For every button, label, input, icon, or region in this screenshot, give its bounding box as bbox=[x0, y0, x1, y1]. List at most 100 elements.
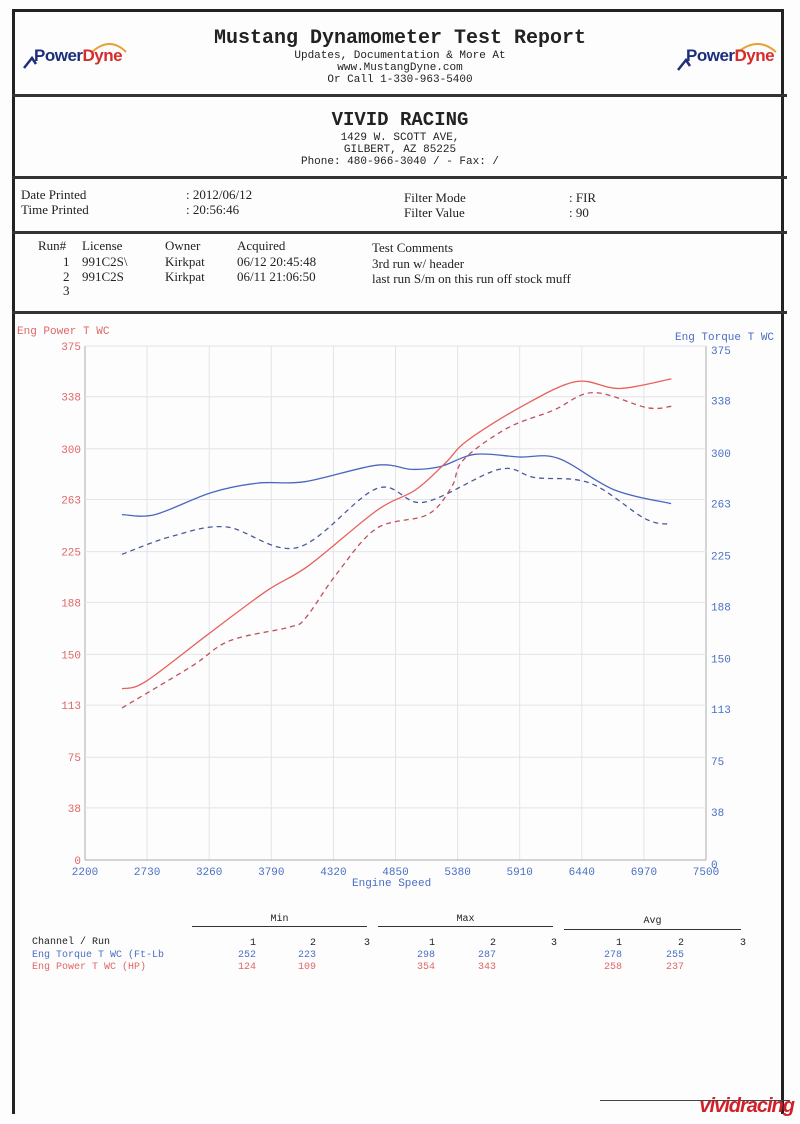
filter-value-value: : 90 bbox=[569, 205, 589, 220]
shop-phone: Phone: 480-966-3040 / - Fax: / bbox=[300, 156, 500, 168]
report-title: Mustang Dynamometer Test Report bbox=[213, 27, 587, 50]
powerdyne-logo-right: PowerDyne bbox=[676, 38, 786, 78]
run-owner: Kirkpat bbox=[165, 269, 205, 284]
run-number: 3 bbox=[63, 283, 70, 298]
run-comment: last run S/m on this run off stock muff bbox=[372, 271, 571, 286]
stat-value-avg: 278 bbox=[603, 950, 622, 961]
logo-text: PowerDyne bbox=[686, 46, 775, 65]
y-left-tick-label: 225 bbox=[61, 548, 81, 560]
y-right-tick-label: 338 bbox=[711, 397, 731, 409]
y-left-tick-label: 263 bbox=[61, 496, 81, 508]
vividracing-logo: vividracing bbox=[699, 1095, 795, 1117]
run-column-header: 1 bbox=[428, 938, 435, 949]
powerdyne-logo-left: PowerDyne bbox=[22, 38, 132, 78]
col-header-run: Run# bbox=[38, 238, 67, 253]
run-column-header: 2 bbox=[489, 938, 496, 949]
run-column-header: 2 bbox=[677, 938, 684, 949]
stat-value-max: 298 bbox=[416, 950, 435, 961]
report-frame bbox=[12, 9, 784, 1114]
col-header-owner: Owner bbox=[165, 238, 201, 253]
stat-value-avg: 237 bbox=[665, 962, 684, 973]
dyno-chart: 2200 2730 3260 3790 4320 4850 5380 5910 6440 6970… bbox=[61, 342, 731, 879]
y-right-tick-label: 375 bbox=[711, 346, 731, 358]
run-acquired: 06/11 21:06:50 bbox=[237, 269, 316, 284]
y-left-tick-label: 300 bbox=[61, 445, 81, 457]
y-left-tick-label: 75 bbox=[68, 753, 81, 765]
date-printed-value: : 2012/06/12 bbox=[186, 187, 253, 202]
divider bbox=[12, 311, 787, 314]
run-column-header: 1 bbox=[615, 938, 622, 949]
footer-rule bbox=[600, 1100, 790, 1101]
stat-value-avg: 258 bbox=[603, 962, 622, 973]
stats-group-avg: Avg bbox=[643, 916, 662, 927]
shop-address-2: GILBERT, AZ 85225 bbox=[343, 144, 457, 156]
stat-value-max: 343 bbox=[477, 962, 496, 973]
series-line-power-run2 bbox=[121, 391, 672, 709]
y-left-tick-label: 375 bbox=[61, 342, 81, 354]
filter-mode-value: : FIR bbox=[569, 190, 597, 205]
y-right-tick-label: 150 bbox=[711, 654, 731, 666]
series-line-torque-run2 bbox=[121, 467, 672, 555]
x-tick-label: 6970 bbox=[631, 867, 657, 879]
run-license: 991C2S\ bbox=[82, 254, 128, 269]
run-comment: 3rd run w/ header bbox=[372, 256, 465, 271]
header-line-1: Updates, Documentation & More At bbox=[294, 50, 506, 62]
date-printed-label: Date Printed bbox=[21, 187, 87, 202]
stat-value-min: 252 bbox=[237, 950, 256, 961]
x-tick-label: 5910 bbox=[506, 867, 532, 879]
run-column-header: 3 bbox=[363, 938, 370, 949]
channel-run-header: Channel / Run bbox=[32, 937, 111, 948]
y-right-tick-label: 300 bbox=[711, 449, 731, 461]
stats-group-max: Max bbox=[456, 914, 475, 925]
channel-power: Eng Power T WC (HP) bbox=[32, 962, 147, 973]
run-acquired: 06/12 20:45:48 bbox=[237, 254, 317, 269]
divider bbox=[12, 94, 787, 97]
x-axis-title: Engine Speed bbox=[352, 878, 432, 890]
y-left-tick-label: 150 bbox=[61, 650, 81, 662]
stats-group-min: Min bbox=[270, 914, 289, 925]
stat-value-max: 287 bbox=[477, 950, 496, 961]
x-tick-label: 7500 bbox=[693, 867, 719, 879]
y-right-tick-label: 38 bbox=[711, 808, 724, 820]
x-tick-label: 4320 bbox=[320, 867, 346, 879]
y-right-tick-label: 75 bbox=[711, 757, 724, 769]
y-left-tick-label: 0 bbox=[74, 856, 81, 868]
shop-address-1: 1429 W. SCOTT AVE, bbox=[340, 132, 460, 144]
divider bbox=[12, 231, 787, 234]
right-axis-title: Eng Torque T WC bbox=[675, 332, 775, 344]
series-line-power-run1 bbox=[121, 378, 672, 690]
time-printed-label: Time Printed bbox=[21, 202, 89, 217]
stat-value-min: 124 bbox=[237, 962, 256, 973]
run-owner: Kirkpat bbox=[165, 254, 205, 269]
stats-rule bbox=[192, 926, 367, 927]
logo-arc-icon bbox=[23, 43, 127, 69]
x-tick-label: 3790 bbox=[258, 867, 284, 879]
stat-value-avg: 255 bbox=[665, 950, 684, 961]
x-tick-label: 5380 bbox=[444, 867, 470, 879]
stat-value-min: 109 bbox=[297, 962, 316, 973]
run-column-header: 3 bbox=[739, 938, 746, 949]
y-left-tick-label: 38 bbox=[68, 804, 81, 816]
filter-value-label: Filter Value bbox=[404, 205, 465, 220]
channel-torque: Eng Torque T WC (Ft-Lb bbox=[32, 950, 165, 961]
left-axis-title: Eng Power T WC bbox=[17, 326, 110, 338]
y-right-tick-label: 188 bbox=[711, 602, 731, 614]
x-tick-label: 4850 bbox=[382, 867, 408, 879]
y-right-tick-label: 0 bbox=[711, 860, 718, 872]
x-tick-label: 3260 bbox=[196, 867, 222, 879]
col-header-license: License bbox=[82, 238, 123, 253]
stats-rule bbox=[564, 929, 741, 930]
logo-text: PowerDyne bbox=[34, 46, 123, 65]
y-right-tick-label: 263 bbox=[711, 500, 731, 512]
run-column-header: 1 bbox=[249, 938, 256, 949]
stat-value-min: 223 bbox=[297, 950, 316, 961]
col-header-acquired: Acquired bbox=[237, 238, 286, 253]
y-left-tick-label: 338 bbox=[61, 393, 81, 405]
y-left-tick-label: 113 bbox=[61, 701, 81, 713]
logo-arc-icon bbox=[677, 43, 777, 71]
header-phone: Or Call 1-330-963-5400 bbox=[327, 74, 473, 86]
series-line-torque-run1 bbox=[121, 453, 672, 517]
run-column-header: 3 bbox=[550, 938, 557, 949]
divider bbox=[12, 176, 787, 179]
run-license: 991C2S bbox=[82, 269, 124, 284]
